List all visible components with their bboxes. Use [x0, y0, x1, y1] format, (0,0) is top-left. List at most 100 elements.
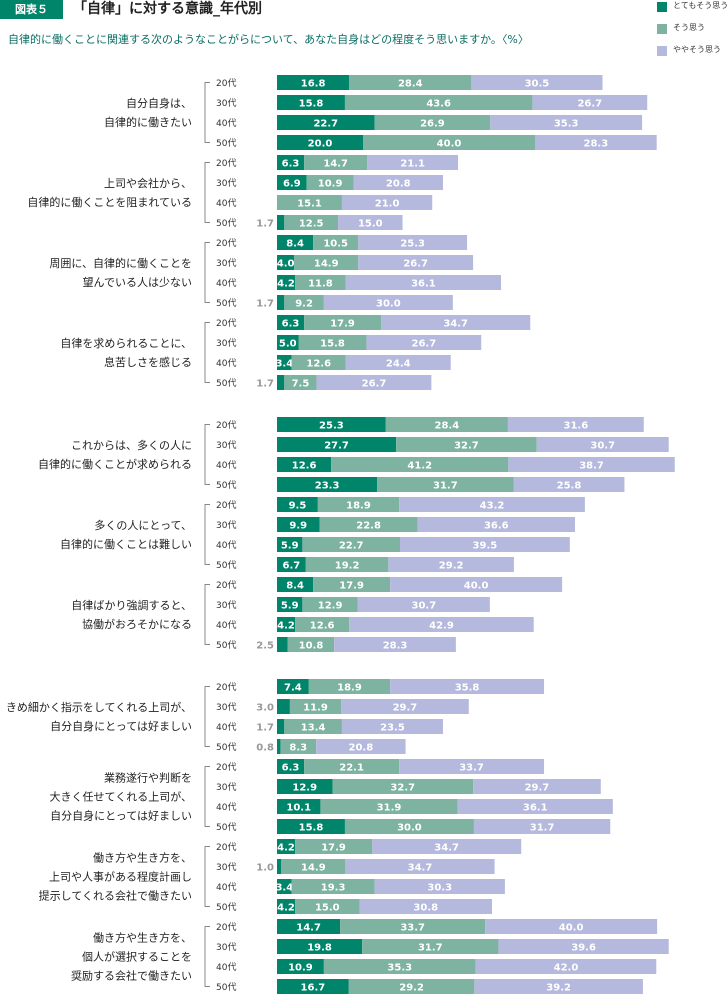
group-bracket [204, 846, 210, 907]
age-label: 40代 [216, 358, 236, 369]
age-label: 30代 [216, 440, 236, 451]
bar-segment-somewhat [390, 679, 545, 694]
data-label: 38.7 [579, 460, 604, 471]
group-bracket [204, 584, 210, 645]
data-label: 10.8 [299, 640, 324, 651]
age-label: 50代 [216, 218, 236, 229]
data-label: 1.7 [256, 218, 274, 229]
group-label: 業務遂行や判断を [104, 771, 192, 785]
data-label: 35.8 [455, 682, 480, 693]
group-label: 自律的に働くことを阻まれている [27, 195, 192, 209]
data-label: 36.6 [484, 520, 509, 531]
chart-subtitle: 自律的に働くことに関連する次のようなことがらについて、あなた自身はどの程度そう思… [8, 33, 529, 46]
bar-segment-strong [277, 779, 333, 794]
bar-segment-agree [308, 679, 391, 694]
bar-segment-somewhat [341, 719, 443, 734]
bar-segment-strong [277, 899, 296, 914]
data-label: 40.0 [559, 922, 584, 933]
data-label: 32.7 [390, 782, 415, 793]
data-label: 7.4 [284, 682, 302, 693]
data-label: 31.9 [377, 802, 402, 813]
bar-segment-agree [302, 537, 400, 552]
age-label: 50代 [216, 822, 236, 833]
data-label: 26.9 [420, 118, 445, 129]
bar-segment-strong [277, 939, 363, 954]
bar-segment-somewhat [399, 537, 570, 552]
data-label: 22.7 [339, 540, 364, 551]
data-label: 28.4 [435, 420, 460, 431]
data-label: 15.0 [358, 218, 383, 229]
bar-segment-agree [295, 617, 350, 632]
bar-segment-strong [277, 255, 295, 270]
age-label: 30代 [216, 520, 236, 531]
bar-segment-agree [295, 899, 360, 914]
data-label: 36.1 [411, 278, 436, 289]
data-label: 8.4 [286, 580, 304, 591]
bar-segment-somewhat [473, 779, 601, 794]
data-label: 4.2 [277, 278, 295, 289]
bar-segment-somewhat [367, 155, 459, 170]
legend-label-somewhat: ややそう思う [673, 45, 721, 54]
group-bracket [204, 322, 210, 383]
data-label: 34.7 [408, 862, 433, 873]
bar-segment-strong [277, 819, 345, 834]
age-label: 50代 [216, 560, 236, 571]
bar-segment-strong [277, 375, 285, 390]
data-label: 21.1 [400, 158, 425, 169]
legend: とてもそう思う そう思う ややそう思う [657, 0, 728, 66]
group-label: 自分自身にとっては好ましい [50, 719, 192, 733]
legend-swatch-strong [657, 2, 667, 12]
data-label: 33.7 [459, 762, 484, 773]
data-label: 29.2 [439, 560, 464, 571]
data-label: 2.5 [256, 640, 274, 651]
bar-segment-agree [305, 557, 389, 572]
bar-segment-somewhat [345, 275, 502, 290]
data-label: 35.3 [554, 118, 579, 129]
bar-segment-somewhat [359, 899, 492, 914]
bar-segment-somewhat [471, 75, 603, 90]
data-label: 13.4 [301, 722, 326, 733]
group-label: 個人が選択することを [82, 950, 192, 964]
data-label: 18.9 [346, 500, 371, 511]
bar-segment-agree [344, 95, 533, 110]
age-label: 30代 [216, 258, 236, 269]
data-label: 30.0 [397, 822, 422, 833]
bar-segment-strong [277, 759, 305, 774]
group-label: 自律的に働くことは難しい [60, 537, 192, 551]
group-label: 多くの人にとって、 [94, 518, 192, 532]
data-label: 6.3 [282, 158, 300, 169]
age-label: 30代 [216, 782, 236, 793]
data-label: 18.9 [337, 682, 362, 693]
data-label: 25.8 [557, 480, 582, 491]
group-label: 自律的に働きたい [104, 115, 192, 129]
figure-number-badge: 図表５ [0, 0, 63, 19]
bar-segment-strong [277, 355, 292, 370]
bar-segment-strong [277, 477, 378, 492]
age-label: 50代 [216, 480, 236, 491]
bar-segment-somewhat [345, 355, 451, 370]
age-label: 50代 [216, 138, 236, 149]
bar-segment-somewhat [399, 497, 585, 512]
age-label: 50代 [216, 742, 236, 753]
bar-segment-agree [362, 939, 499, 954]
data-label: 26.7 [577, 98, 602, 109]
data-label: 29.7 [393, 702, 418, 713]
data-label: 24.4 [386, 358, 411, 369]
bar-segment-somewhat [372, 839, 522, 854]
bar-segment-agree [317, 497, 400, 512]
group-label: これからは、多くの人に [71, 438, 192, 452]
bar-segment-agree [291, 879, 375, 894]
data-label: 28.4 [398, 78, 423, 89]
bar-segment-somewhat [357, 597, 490, 612]
bar-segment-agree [302, 597, 358, 612]
data-label: 43.6 [426, 98, 451, 109]
bar-segment-somewhat [498, 939, 669, 954]
group-label: 自分自身にとっては好ましい [50, 809, 192, 823]
bar-segment-somewhat [374, 879, 505, 894]
group-bracket [204, 686, 210, 747]
age-label: 50代 [216, 298, 236, 309]
data-label: 32.7 [454, 440, 479, 451]
bar-segment-somewhat [358, 235, 468, 250]
age-label: 20代 [216, 158, 236, 169]
